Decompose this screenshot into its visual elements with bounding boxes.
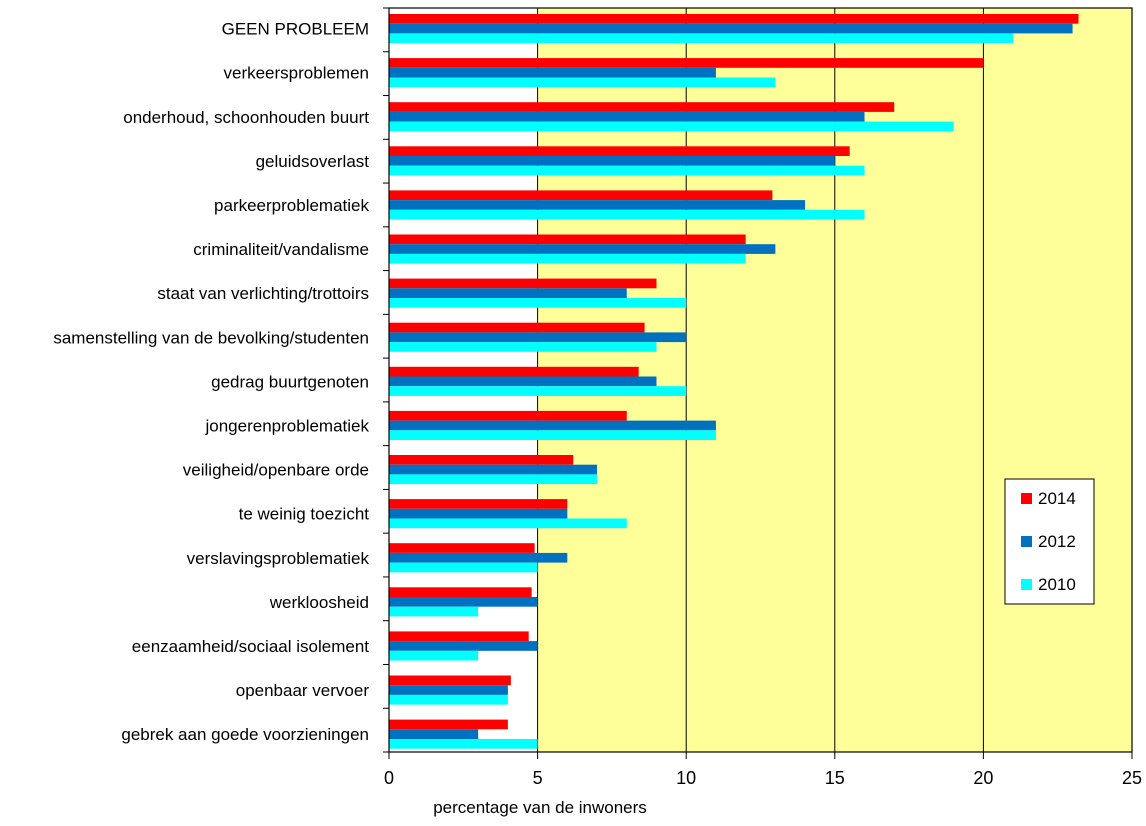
- legend-label-2014: 2014: [1038, 489, 1076, 508]
- bar-2012-2: [389, 67, 716, 78]
- x-tick-label-0: 0: [384, 768, 394, 788]
- bar-2012-17: [389, 729, 479, 739]
- x-tick-label-25: 25: [1122, 768, 1142, 788]
- bar-2014-5: [389, 190, 773, 201]
- x-axis-title: percentage van de inwoners: [433, 798, 647, 817]
- bar-2010-5: [389, 209, 865, 220]
- legend: 2014 2012 2010: [1004, 478, 1095, 605]
- bar-2010-6: [389, 253, 746, 264]
- bar-2014-16: [389, 675, 511, 686]
- category-label-15: eenzaamheid/sociaal isolement: [132, 637, 369, 656]
- bar-2014-10: [389, 410, 627, 421]
- category-label-4: geluidsoverlast: [256, 152, 370, 171]
- category-label-8: samenstelling van de bevolking/studenten: [53, 328, 369, 347]
- bar-2012-13: [389, 552, 568, 563]
- plot-frame: [388, 7, 1133, 753]
- bar-2010-9: [389, 386, 687, 396]
- bar-2014-6: [389, 234, 746, 245]
- x-tick-label-20: 20: [973, 768, 993, 788]
- bar-2010-17: [389, 739, 538, 749]
- category-label-11: veiligheid/openbare orde: [183, 461, 369, 480]
- bar-2012-9: [389, 376, 657, 387]
- legend-box: [1004, 478, 1095, 605]
- bar-2010-10: [389, 430, 716, 440]
- category-label-7: staat van verlichting/trottoirs: [157, 284, 369, 303]
- bar-2014-8: [389, 322, 645, 333]
- bar-2012-14: [389, 597, 538, 607]
- bar-2010-2: [389, 77, 776, 88]
- category-label-10: jongerenproblematiek: [205, 416, 370, 435]
- category-label-14: werkloosheid: [269, 593, 369, 612]
- bar-2012-16: [389, 685, 508, 695]
- bar-2014-1: [389, 14, 1079, 24]
- bar-2012-11: [389, 464, 598, 475]
- bar-2012-7: [389, 288, 627, 298]
- bar-2012-3: [389, 111, 865, 122]
- bar-2014-9: [389, 366, 639, 377]
- bar-2012-15: [389, 641, 538, 651]
- bar-2012-5: [389, 200, 806, 210]
- category-label-2: verkeersproblemen: [223, 64, 369, 83]
- bar-2010-12: [389, 518, 627, 529]
- legend-label-2010: 2010: [1038, 575, 1076, 594]
- x-tick-label-10: 10: [676, 768, 696, 788]
- bar-2010-4: [389, 165, 865, 176]
- bar-2010-1: [389, 33, 1014, 44]
- category-label-17: gebrek aan goede voorzieningen: [121, 725, 369, 744]
- bar-2014-14: [389, 587, 532, 597]
- bar-2010-13: [389, 562, 538, 573]
- bar-2010-14: [389, 606, 479, 617]
- bar-2012-1: [389, 23, 1073, 34]
- axes: 0 5 10 15 20 25: [383, 7, 1142, 788]
- bars: GEEN PROBLEEM verkeersproblemen onderhoud,…: [53, 14, 1079, 749]
- bar-2012-8: [389, 332, 687, 343]
- legend-swatch-2012: [1021, 536, 1032, 547]
- bar-2010-16: [389, 694, 508, 705]
- category-label-9: gedrag buurtgenoten: [211, 372, 369, 391]
- bar-2010-11: [389, 474, 598, 485]
- bar-2014-17: [389, 719, 508, 730]
- bar-2010-7: [389, 298, 687, 308]
- category-label-6: criminaliteit/vandalisme: [193, 240, 369, 259]
- legend-swatch-2010: [1021, 579, 1032, 590]
- category-label-13: verslavingsproblematiek: [187, 549, 370, 568]
- bar-2010-8: [389, 342, 657, 352]
- bar-2012-6: [389, 244, 776, 254]
- bar-2014-3: [389, 102, 895, 112]
- category-label-16: openbaar vervoer: [236, 681, 370, 700]
- bar-2014-4: [389, 146, 850, 156]
- bar-2012-12: [389, 508, 568, 519]
- bar-2014-7: [389, 278, 657, 289]
- x-tick-label-15: 15: [825, 768, 845, 788]
- category-label-12: te weinig toezicht: [239, 505, 370, 524]
- bar-2010-15: [389, 650, 479, 661]
- bar-2014-13: [389, 543, 535, 553]
- category-label-5: parkeerproblematiek: [214, 196, 369, 215]
- bar-2012-10: [389, 420, 716, 431]
- bar-2014-2: [389, 58, 984, 68]
- bar-2014-15: [389, 631, 529, 642]
- legend-swatch-2014: [1021, 493, 1032, 504]
- bar-2010-3: [389, 121, 954, 132]
- x-tick-label-5: 5: [533, 768, 543, 788]
- category-label-1: GEEN PROBLEEM: [222, 20, 369, 39]
- category-label-3: onderhoud, schoonhouden buurt: [123, 108, 369, 127]
- legend-label-2012: 2012: [1038, 532, 1076, 551]
- bar-2014-12: [389, 499, 568, 509]
- bar-2014-11: [389, 455, 574, 465]
- bar-2012-4: [389, 156, 835, 166]
